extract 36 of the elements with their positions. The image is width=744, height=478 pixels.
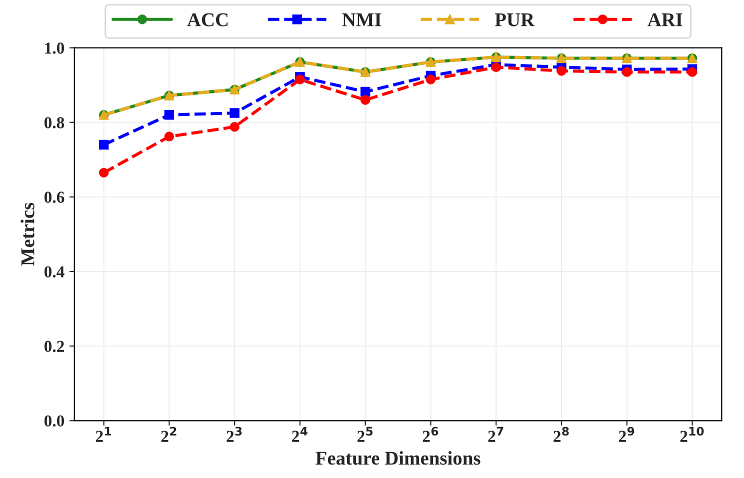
legend-label: ARI	[648, 13, 682, 26]
x-tick-label: 2$^{5}$	[357, 426, 373, 442]
legend-label: NMI	[342, 13, 382, 26]
point	[164, 110, 174, 120]
y-tick-label: 0.2	[44, 340, 64, 352]
point	[98, 168, 109, 178]
point	[426, 74, 436, 84]
point	[491, 62, 501, 72]
point	[230, 108, 240, 118]
x-tick-label: 2$^{6}$	[422, 426, 438, 442]
y-tick-label: 0.8	[44, 117, 64, 128]
point	[687, 67, 698, 77]
point	[295, 74, 305, 84]
x-tick-label: 2$^{2}$	[161, 426, 176, 442]
x-tick-label: 2$^{7}$	[488, 426, 504, 442]
x-axis-title: Feature Dimensions	[316, 451, 480, 465]
x-tick-label: 2$^{10}$	[680, 426, 704, 442]
x-tick-label: 2$^{3}$	[226, 426, 242, 442]
legend-label: ACC	[187, 13, 228, 26]
point	[556, 66, 566, 76]
x-tick-label: 2$^{8}$	[554, 426, 569, 442]
y-tick-label: 0.6	[44, 192, 64, 203]
point	[164, 132, 174, 142]
point	[360, 95, 370, 105]
point	[230, 122, 240, 132]
point	[622, 67, 632, 77]
point	[98, 140, 109, 150]
y-tick-label: 0.4	[44, 266, 64, 278]
legend-label: PUR	[494, 13, 535, 26]
y-tick-label: 0.0	[44, 415, 64, 427]
x-tick-label: 2$^{4}$	[292, 426, 308, 442]
point	[360, 86, 370, 97]
y-axis-title: Metrics	[20, 202, 34, 266]
x-tick-label: 2$^{9}$	[618, 426, 634, 442]
x-tick-label: 2$^{1}$	[96, 426, 112, 442]
y-tick-label: 1.0	[45, 42, 64, 54]
